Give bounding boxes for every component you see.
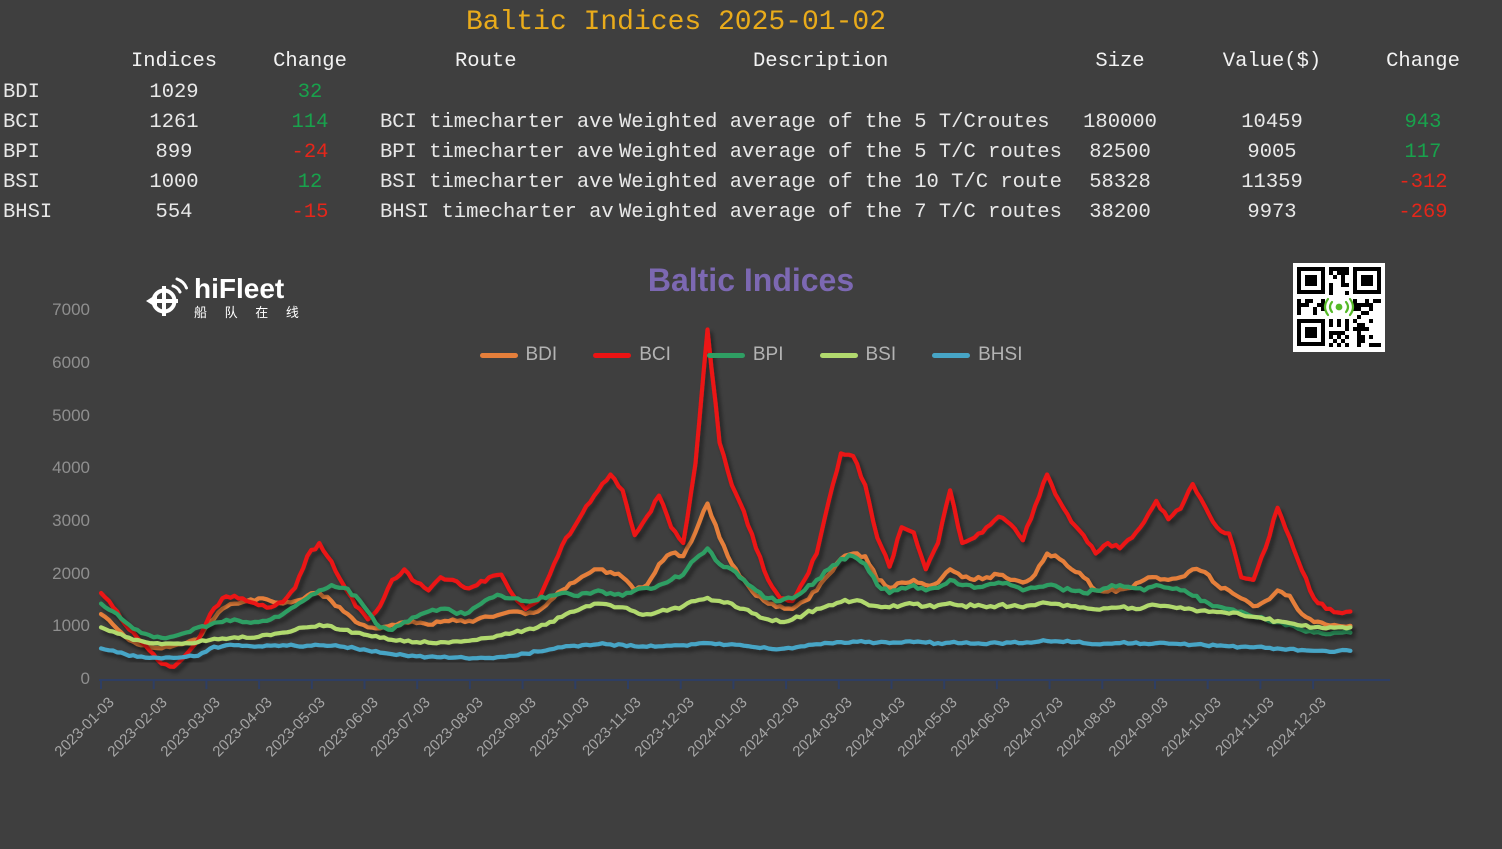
y-axis-label: 6000: [52, 352, 90, 372]
row-value-change: 943: [1404, 111, 1442, 134]
y-axis-label: 3000: [52, 510, 90, 530]
table-row: BPI 899 -24 BPI timecharter ave Weighted…: [0, 138, 1502, 168]
y-axis-label: 7000: [52, 300, 90, 320]
row-size: 38200: [1089, 201, 1151, 224]
legend-label: BSI: [865, 344, 897, 365]
col-header-route: Route: [455, 50, 517, 73]
table-row: BDI 1029 32: [0, 78, 1502, 108]
series-line-BSI: [98, 595, 1353, 647]
row-name: BCI: [3, 111, 40, 134]
row-route: BHSI timecharter av: [380, 201, 614, 224]
legend-swatch-BDI: [479, 352, 518, 358]
row-index: 554: [155, 201, 193, 224]
row-route: BPI timecharter ave: [380, 141, 614, 164]
row-size: 180000: [1083, 111, 1157, 134]
row-change: 114: [291, 111, 329, 134]
hifleet-logo: hiFleet 船 队 在 线: [142, 274, 306, 320]
col-header-change: Change: [273, 50, 347, 73]
row-index: 1261: [149, 111, 199, 134]
legend-swatch-BPI: [706, 352, 745, 358]
col-header-indices: Indices: [130, 50, 218, 73]
y-axis-label: 2000: [52, 563, 90, 583]
row-size: 82500: [1089, 141, 1151, 164]
x-axis: [99, 679, 1390, 689]
legend-label: BDI: [525, 344, 558, 365]
legend-swatch-BCI: [593, 352, 632, 358]
chart-title: Baltic Indices: [647, 262, 855, 298]
row-description: Weighted average of the 5 T/Croutes: [619, 111, 1050, 134]
crosshair-signal-icon: [146, 277, 188, 316]
legend-item-BDI[interactable]: BDI: [479, 344, 558, 366]
row-index: 899: [155, 141, 193, 164]
row-name: BDI: [3, 81, 40, 104]
row-route: BSI timecharter ave: [380, 171, 614, 194]
table-row: BHSI 554 -15 BHSI timecharter av Weighte…: [0, 198, 1502, 228]
col-header-description: Description: [753, 50, 889, 73]
row-name: BHSI: [3, 201, 53, 224]
legend-item-BCI[interactable]: BCI: [593, 344, 671, 366]
chart-legend: BDI BCI BPI BSI BHSI: [0, 344, 1502, 366]
y-axis-label: 1000: [52, 616, 90, 636]
row-description: Weighted average of the 5 T/C routes: [619, 141, 1062, 164]
row-description: Weighted average of the 10 T/C route: [619, 171, 1062, 194]
legend-label: BPI: [752, 344, 784, 365]
page-title: Baltic Indices 2025-01-02: [465, 7, 887, 38]
legend-item-BSI[interactable]: BSI: [819, 344, 897, 366]
legend-item-BPI[interactable]: BPI: [706, 344, 784, 366]
brand-name: hiFleet: [194, 273, 285, 304]
row-index: 1029: [149, 81, 199, 104]
row-change: -15: [291, 201, 329, 224]
row-description: Weighted average of the 7 T/C routes: [619, 201, 1062, 224]
table-row: BCI 1261 114 BCI timecharter ave Weighte…: [0, 108, 1502, 138]
qr-code: [1293, 263, 1385, 352]
col-header-value: Value($): [1222, 50, 1322, 73]
y-axis-label: 5000: [52, 405, 90, 425]
col-header-change2: Change: [1386, 50, 1460, 73]
col-header-size: Size: [1095, 50, 1145, 73]
series-line-BCI: [98, 327, 1353, 669]
row-name: BSI: [3, 171, 40, 194]
legend-label: BCI: [639, 344, 671, 365]
row-size: 58328: [1089, 171, 1151, 194]
row-name: BPI: [3, 141, 40, 164]
series-line-BHSI: [98, 638, 1353, 661]
legend-swatch-BSI: [819, 352, 858, 358]
series-line-BDI: [98, 501, 1353, 651]
brand-name-cn: 船 队 在 线: [194, 305, 306, 320]
row-value-change: -312: [1398, 171, 1448, 194]
table-row: BSI 1000 12 BSI timecharter ave Weighted…: [0, 168, 1502, 198]
row-change: -24: [291, 141, 329, 164]
row-value-change: -269: [1398, 201, 1448, 224]
row-value: 9005: [1247, 141, 1297, 164]
table-header: Indices Change Route Description Size Va…: [0, 47, 1502, 77]
row-value-change: 117: [1404, 141, 1442, 164]
legend-swatch-BHSI: [932, 352, 971, 358]
y-axis-label: 4000: [52, 458, 90, 478]
row-value: 11359: [1241, 171, 1303, 194]
legend-item-BHSI[interactable]: BHSI: [932, 344, 1022, 366]
y-axis-label: 0: [80, 669, 90, 688]
row-route: BCI timecharter ave: [380, 111, 614, 134]
row-value: 9973: [1247, 201, 1297, 224]
legend-label: BHSI: [978, 344, 1023, 365]
row-change: 32: [297, 81, 323, 104]
row-index: 1000: [149, 171, 199, 194]
row-change: 12: [297, 171, 323, 194]
row-value: 10459: [1241, 111, 1303, 134]
series-line-BPI: [98, 546, 1353, 641]
